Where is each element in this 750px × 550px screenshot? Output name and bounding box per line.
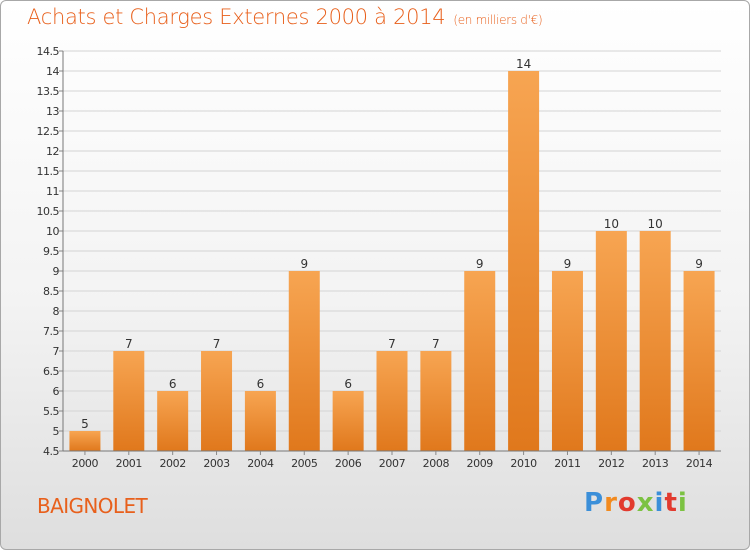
logo-letter: P: [584, 488, 605, 518]
chart-unit: (en milliers d'€): [453, 13, 543, 27]
bar-2013: [639, 231, 671, 451]
y-tick-label: 13: [46, 105, 59, 118]
bar-2006: [332, 391, 364, 451]
data-label: 6: [169, 377, 177, 391]
y-tick-label: 6.5: [43, 365, 59, 378]
bar-2008: [420, 351, 452, 451]
y-tick-label: 6: [53, 385, 60, 398]
data-label: 5: [81, 417, 89, 431]
bar-2001: [113, 351, 145, 451]
logo-letter: o: [617, 488, 637, 518]
logo-letter: x: [636, 488, 655, 518]
data-label: 9: [564, 257, 572, 271]
data-label: 14: [516, 57, 531, 71]
bar-2009: [464, 271, 496, 451]
bar-2000: [69, 431, 101, 451]
x-tick-label: 2014: [686, 457, 713, 470]
y-tick-label: 4.5: [43, 445, 59, 458]
data-label: 7: [125, 337, 133, 351]
chart-title-text: Achats et Charges Externes 2000 à 2014: [27, 5, 446, 29]
y-tick-label: 12.5: [37, 125, 60, 138]
bar-2012: [595, 231, 627, 451]
bar-2014: [683, 271, 715, 451]
data-label: 9: [300, 257, 308, 271]
x-tick-label: 2013: [642, 457, 669, 470]
data-label: 7: [213, 337, 221, 351]
x-tick-label: 2000: [72, 457, 99, 470]
y-axis-ticks: 4.5 5 5.5 6 6.5 7 7.5 8 8.5 9 9.5 10 10.5 11 11.5 12 12.…: [37, 45, 63, 458]
y-tick-label: 14.5: [37, 45, 60, 58]
y-tick-label: 9.5: [43, 245, 59, 258]
chart-title: Achats et Charges Externes 2000 à 2014 (e…: [27, 5, 543, 29]
bar-2002: [157, 391, 189, 451]
y-tick-label: 7: [53, 345, 60, 358]
y-tick-label: 7.5: [43, 325, 59, 338]
logo-letter: i: [654, 488, 665, 518]
data-label: 9: [476, 257, 484, 271]
y-tick-label: 14: [46, 65, 59, 78]
logo-letter: r: [604, 488, 618, 518]
data-label: 7: [388, 337, 396, 351]
x-tick-label: 2005: [291, 457, 318, 470]
bar-2004: [244, 391, 276, 451]
bar-2005: [288, 271, 320, 451]
logo-letter: i: [677, 488, 688, 518]
x-tick-label: 2003: [203, 457, 230, 470]
x-tick-label: 2007: [379, 457, 406, 470]
data-label: 9: [695, 257, 703, 271]
y-tick-label: 13.5: [37, 85, 60, 98]
x-tick-label: 2006: [335, 457, 362, 470]
data-label: 6: [344, 377, 352, 391]
x-tick-label: 2004: [247, 457, 274, 470]
bar-2010: [508, 71, 540, 451]
x-tick-label: 2001: [116, 457, 142, 470]
y-tick-label: 10.5: [37, 205, 60, 218]
x-tick-label: 2012: [598, 457, 624, 470]
y-tick-label: 8: [53, 305, 60, 318]
y-tick-label: 11: [46, 185, 59, 198]
x-tick-label: 2008: [423, 457, 450, 470]
y-tick-label: 10: [46, 225, 59, 238]
x-tick-label: 2011: [554, 457, 580, 470]
y-tick-label: 12: [46, 145, 59, 158]
data-label: 10: [604, 217, 619, 231]
bar-2011: [551, 271, 583, 451]
bar-2007: [376, 351, 408, 451]
y-tick-label: 11.5: [37, 165, 60, 178]
y-tick-label: 8.5: [43, 285, 59, 298]
x-tick-label: 2010: [510, 457, 537, 470]
proxiti-logo: Proxiti: [584, 488, 688, 518]
data-label: 10: [648, 217, 663, 231]
y-tick-label: 9: [53, 265, 60, 278]
place-name: BAIGNOLET: [37, 494, 148, 518]
x-tick-label: 2009: [467, 457, 494, 470]
data-label: 6: [257, 377, 265, 391]
bar-2003: [201, 351, 233, 451]
data-label: 7: [432, 337, 440, 351]
x-axis-ticks: 2000 2001 2002 2003 2004 2005 2006 2007 2008 2009…: [72, 451, 713, 470]
bars: 5 7 6 7 6 9 6 7 7 9 14 9 10 10 9: [69, 57, 715, 451]
y-tick-label: 5: [53, 425, 60, 438]
x-tick-label: 2002: [159, 457, 185, 470]
logo-letter: t: [664, 488, 678, 518]
y-tick-label: 5.5: [43, 405, 59, 418]
